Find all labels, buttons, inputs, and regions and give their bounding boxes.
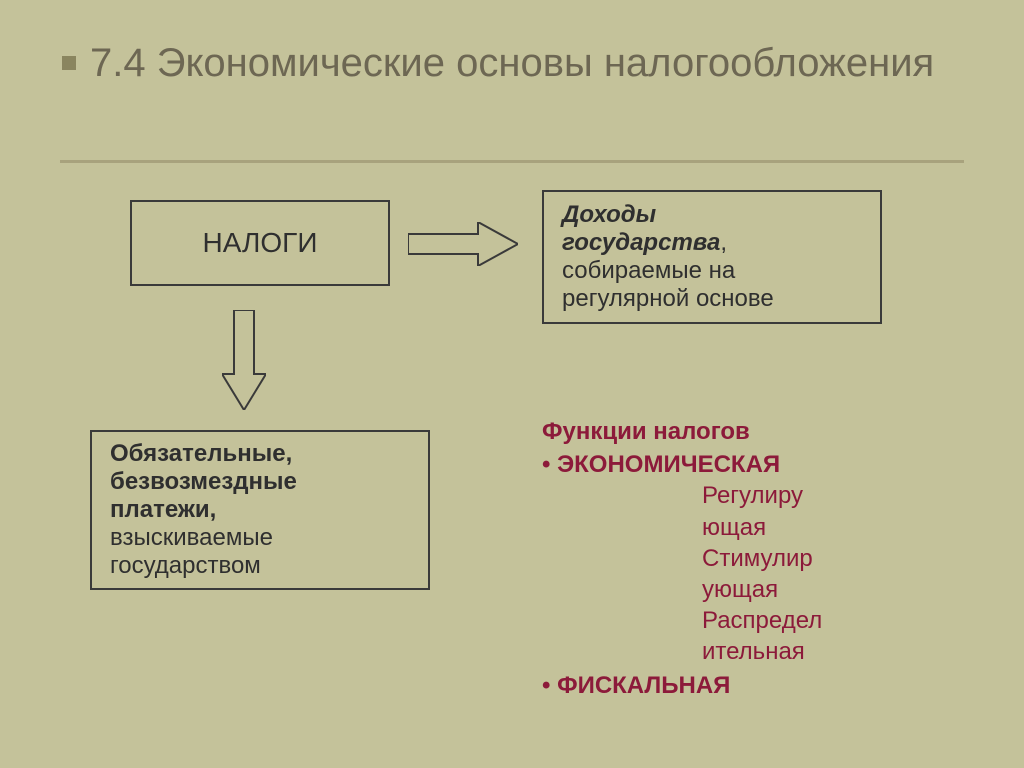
- income-line2: государства: [562, 229, 720, 256]
- functions-item1-label: ЭКОНОМИЧЕСКАЯ: [557, 451, 780, 478]
- box-taxes-label: НАЛОГИ: [203, 227, 318, 259]
- functions-sub3b: ительная: [702, 636, 822, 667]
- arrow-right-icon: [408, 222, 518, 266]
- income-line3: собираемые на: [562, 257, 774, 285]
- income-line1: Доходы: [562, 201, 656, 228]
- income-line4: регулярной основе: [562, 285, 774, 313]
- income-line2-tail: ,: [720, 229, 727, 256]
- functions-item2-label: ФИСКАЛЬНАЯ: [557, 672, 730, 699]
- title-block: 7.4 Экономические основы налогообложения: [90, 38, 934, 88]
- title-divider: [60, 160, 964, 163]
- functions-sub2b: ующая: [702, 574, 822, 605]
- payments-line1: Обязательные,: [110, 440, 297, 468]
- box-payments: Обязательные, безвозмездные платежи, взы…: [90, 430, 430, 590]
- payments-line5: государством: [110, 552, 297, 580]
- box-taxes: НАЛОГИ: [130, 200, 390, 286]
- bullet-icon: •: [542, 451, 550, 478]
- functions-item-fiscal: • ФИСКАЛЬНАЯ: [542, 670, 822, 701]
- payments-line4: взыскиваемые: [110, 524, 297, 552]
- title-bullet-icon: [62, 56, 76, 70]
- payments-line2: безвозмездные: [110, 468, 297, 496]
- functions-sub1a: Регулиру: [702, 480, 822, 511]
- functions-header: Функции налогов: [542, 416, 822, 447]
- functions-block: Функции налогов • ЭКОНОМИЧЕСКАЯ Регулиру…: [542, 416, 822, 701]
- functions-sub3a: Распредел: [702, 605, 822, 636]
- bullet-icon: •: [542, 672, 550, 699]
- functions-sub2a: Стимулир: [702, 543, 822, 574]
- arrow-down-icon: [222, 310, 266, 410]
- functions-sub1b: ющая: [702, 512, 822, 543]
- payments-line3: платежи,: [110, 496, 216, 523]
- box-payments-text: Обязательные, безвозмездные платежи, взы…: [110, 440, 297, 580]
- box-income-text: Доходы государства, собираемые на регуля…: [562, 201, 774, 313]
- slide-title: 7.4 Экономические основы налогообложения: [90, 38, 934, 88]
- slide: 7.4 Экономические основы налогообложения…: [0, 0, 1024, 768]
- box-income: Доходы государства, собираемые на регуля…: [542, 190, 882, 324]
- functions-item-economic: • ЭКОНОМИЧЕСКАЯ: [542, 449, 822, 480]
